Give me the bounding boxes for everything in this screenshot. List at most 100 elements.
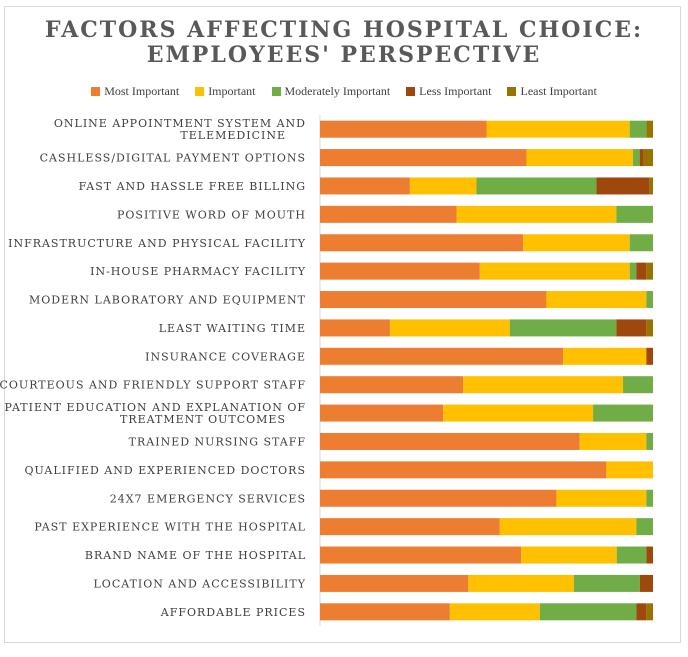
category-label-8-line-0: INSURANCE COVERAGE xyxy=(145,350,306,363)
bar-important-2 xyxy=(409,177,477,195)
bar-most-important-1 xyxy=(320,149,527,167)
category-label-14: PAST EXPERIENCE WITH THE HOSPITAL xyxy=(34,521,306,534)
bar-important-14 xyxy=(499,518,637,536)
category-label-3-line-0: POSITIVE WORD OF MOUTH xyxy=(117,208,306,221)
bar-less-important-17 xyxy=(636,603,647,621)
category-label-6: MODERN LABORATORY AND EQUIPMENT xyxy=(29,294,306,307)
bar-important-6 xyxy=(546,291,647,309)
bar-moderately-important-2 xyxy=(476,177,597,195)
chart-title-line-1: FACTORS AFFECTING HOSPITAL CHOICE: xyxy=(44,17,644,43)
legend-swatch-important xyxy=(195,87,205,96)
bar-least-important-5 xyxy=(646,262,653,280)
bar-moderately-important-5 xyxy=(629,262,637,280)
bar-moderately-important-16 xyxy=(573,574,640,592)
bar-most-important-9 xyxy=(320,376,464,394)
bar-less-important-2 xyxy=(596,177,650,195)
bar-moderately-important-17 xyxy=(539,603,637,621)
category-label-15-line-0: BRAND NAME OF THE HOSPITAL xyxy=(85,549,306,562)
bar-most-important-16 xyxy=(320,574,469,592)
category-label-17: AFFORDABLE PRICES xyxy=(160,606,306,619)
category-label-2: FAST AND HASSLE FREE BILLING xyxy=(79,180,306,193)
bar-important-8 xyxy=(563,347,647,365)
legend-label-important: Important xyxy=(208,84,256,98)
bar-most-important-6 xyxy=(320,291,547,309)
bar-less-important-15 xyxy=(646,546,653,564)
legend-label-less-important: Less Important xyxy=(419,84,492,98)
bar-moderately-important-7 xyxy=(509,319,617,337)
bar-moderately-important-4 xyxy=(629,234,653,252)
legend-item-least-important: Least Important xyxy=(507,84,597,99)
category-label-13-line-0: 24X7 EMERGENCY SERVICES xyxy=(110,492,306,505)
bar-least-important-0 xyxy=(646,120,653,138)
bar-less-important-8 xyxy=(646,347,653,365)
legend-label-most-important: Most Important xyxy=(104,84,180,98)
bar-moderately-important-14 xyxy=(636,518,653,536)
category-label-14-line-0: PAST EXPERIENCE WITH THE HOSPITAL xyxy=(34,521,306,534)
bar-least-important-7 xyxy=(646,319,653,337)
chart-legend: Most Important Important Moderately Impo… xyxy=(0,84,688,99)
legend-item-most-important: Most Important xyxy=(91,84,179,99)
category-label-11-line-0: TRAINED NURSING STAFF xyxy=(129,435,306,448)
bar-moderately-important-10 xyxy=(593,404,653,422)
category-label-4-line-0: INFRASTRUCTURE AND PHYSICAL FACILITY xyxy=(8,237,306,250)
bar-most-important-11 xyxy=(320,432,580,450)
category-label-10: PATIENT EDUCATION AND EXPLANATION OF TREA… xyxy=(5,401,306,426)
bar-important-3 xyxy=(456,205,617,223)
legend-swatch-most-important xyxy=(91,87,101,96)
bar-moderately-important-6 xyxy=(646,291,653,309)
bar-most-important-5 xyxy=(320,262,480,280)
bar-important-10 xyxy=(443,404,594,422)
bar-most-important-2 xyxy=(320,177,410,195)
bar-most-important-4 xyxy=(320,234,524,252)
bar-important-1 xyxy=(526,149,634,167)
bar-moderately-important-15 xyxy=(616,546,647,564)
chart-title-line-2: EMPLOYEES' PERSPECTIVE xyxy=(146,42,542,68)
category-label-0: ONLINE APPOINTMENT SYSTEM AND TELEMEDICIN… xyxy=(54,117,306,142)
category-label-2-line-0: FAST AND HASSLE FREE BILLING xyxy=(79,180,306,193)
legend-item-less-important: Less Important xyxy=(406,84,491,99)
bar-important-11 xyxy=(579,432,647,450)
bar-less-important-16 xyxy=(639,574,653,592)
bar-important-4 xyxy=(523,234,630,252)
bar-important-17 xyxy=(449,603,540,621)
category-label-0-line-0: ONLINE APPOINTMENT SYSTEM AND xyxy=(54,117,306,130)
legend-item-important: Important xyxy=(195,84,256,99)
category-label-7-line-0: LEAST WAITING TIME xyxy=(159,322,306,335)
bar-moderately-important-9 xyxy=(623,376,653,394)
bar-most-important-15 xyxy=(320,546,522,564)
bar-moderately-important-1 xyxy=(633,149,640,167)
bar-less-important-5 xyxy=(636,262,647,280)
legend-swatch-least-important xyxy=(507,87,517,96)
category-label-1-line-0: CASHLESS/DIGITAL PAYMENT OPTIONS xyxy=(40,152,306,165)
category-label-4: INFRASTRUCTURE AND PHYSICAL FACILITY xyxy=(8,237,306,250)
bar-important-12 xyxy=(606,461,653,479)
category-label-11: TRAINED NURSING STAFF xyxy=(129,435,306,448)
bar-less-important-7 xyxy=(616,319,647,337)
legend-swatch-moderately-important xyxy=(271,87,281,96)
bar-most-important-13 xyxy=(320,489,557,507)
bar-least-important-1 xyxy=(643,149,653,167)
category-label-12-line-0: QUALIFIED AND EXPERIENCED DOCTORS xyxy=(24,464,306,477)
bar-important-9 xyxy=(463,376,624,394)
bar-most-important-0 xyxy=(320,120,487,138)
bar-moderately-important-11 xyxy=(646,432,653,450)
category-label-9: COURTEOUS AND FRIENDLY SUPPORT STAFF xyxy=(0,379,306,392)
category-label-5: IN-HOUSE PHARMACY FACILITY xyxy=(90,265,306,278)
category-label-3: POSITIVE WORD OF MOUTH xyxy=(117,208,306,221)
category-label-8: INSURANCE COVERAGE xyxy=(145,350,306,363)
category-label-0-line-1: TELEMEDICINE xyxy=(180,129,286,142)
category-label-1: CASHLESS/DIGITAL PAYMENT OPTIONS xyxy=(40,152,306,165)
category-label-5-line-0: IN-HOUSE PHARMACY FACILITY xyxy=(90,265,306,278)
bar-important-0 xyxy=(486,120,630,138)
chart-title: FACTORS AFFECTING HOSPITAL CHOICE: EMPLO… xyxy=(0,18,688,68)
bar-important-13 xyxy=(556,489,647,507)
category-label-13: 24X7 EMERGENCY SERVICES xyxy=(110,492,306,505)
bar-important-15 xyxy=(521,546,617,564)
bar-important-5 xyxy=(479,262,630,280)
category-label-17-line-0: AFFORDABLE PRICES xyxy=(160,606,306,619)
category-label-6-line-0: MODERN LABORATORY AND EQUIPMENT xyxy=(29,294,306,307)
bar-most-important-14 xyxy=(320,518,500,536)
legend-swatch-less-important xyxy=(406,87,416,96)
bar-moderately-important-3 xyxy=(616,205,653,223)
